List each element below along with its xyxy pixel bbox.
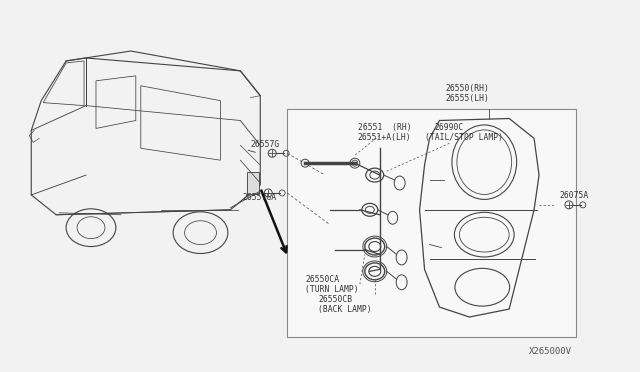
Text: X265000V: X265000V: [529, 347, 572, 356]
Text: 26557G: 26557G: [250, 140, 280, 149]
Text: 26075A: 26075A: [559, 191, 588, 200]
Bar: [247, 172, 259, 194]
Text: 26550(RH): 26550(RH): [445, 84, 490, 93]
Text: (TURN LAMP): (TURN LAMP): [305, 285, 358, 294]
Text: 26557GA: 26557GA: [243, 193, 276, 202]
Text: (TAIL/STOP LAMP): (TAIL/STOP LAMP): [424, 133, 502, 142]
Text: 26551  (RH): 26551 (RH): [358, 124, 412, 132]
Text: 26551+A(LH): 26551+A(LH): [358, 133, 412, 142]
Text: 26555(LH): 26555(LH): [445, 94, 490, 103]
Text: 26550CA: 26550CA: [305, 275, 339, 284]
Text: (BACK LAMP): (BACK LAMP): [318, 305, 372, 314]
Text: 26990C: 26990C: [435, 124, 464, 132]
Bar: [287, 109, 576, 337]
Text: 26550CB: 26550CB: [318, 295, 352, 304]
